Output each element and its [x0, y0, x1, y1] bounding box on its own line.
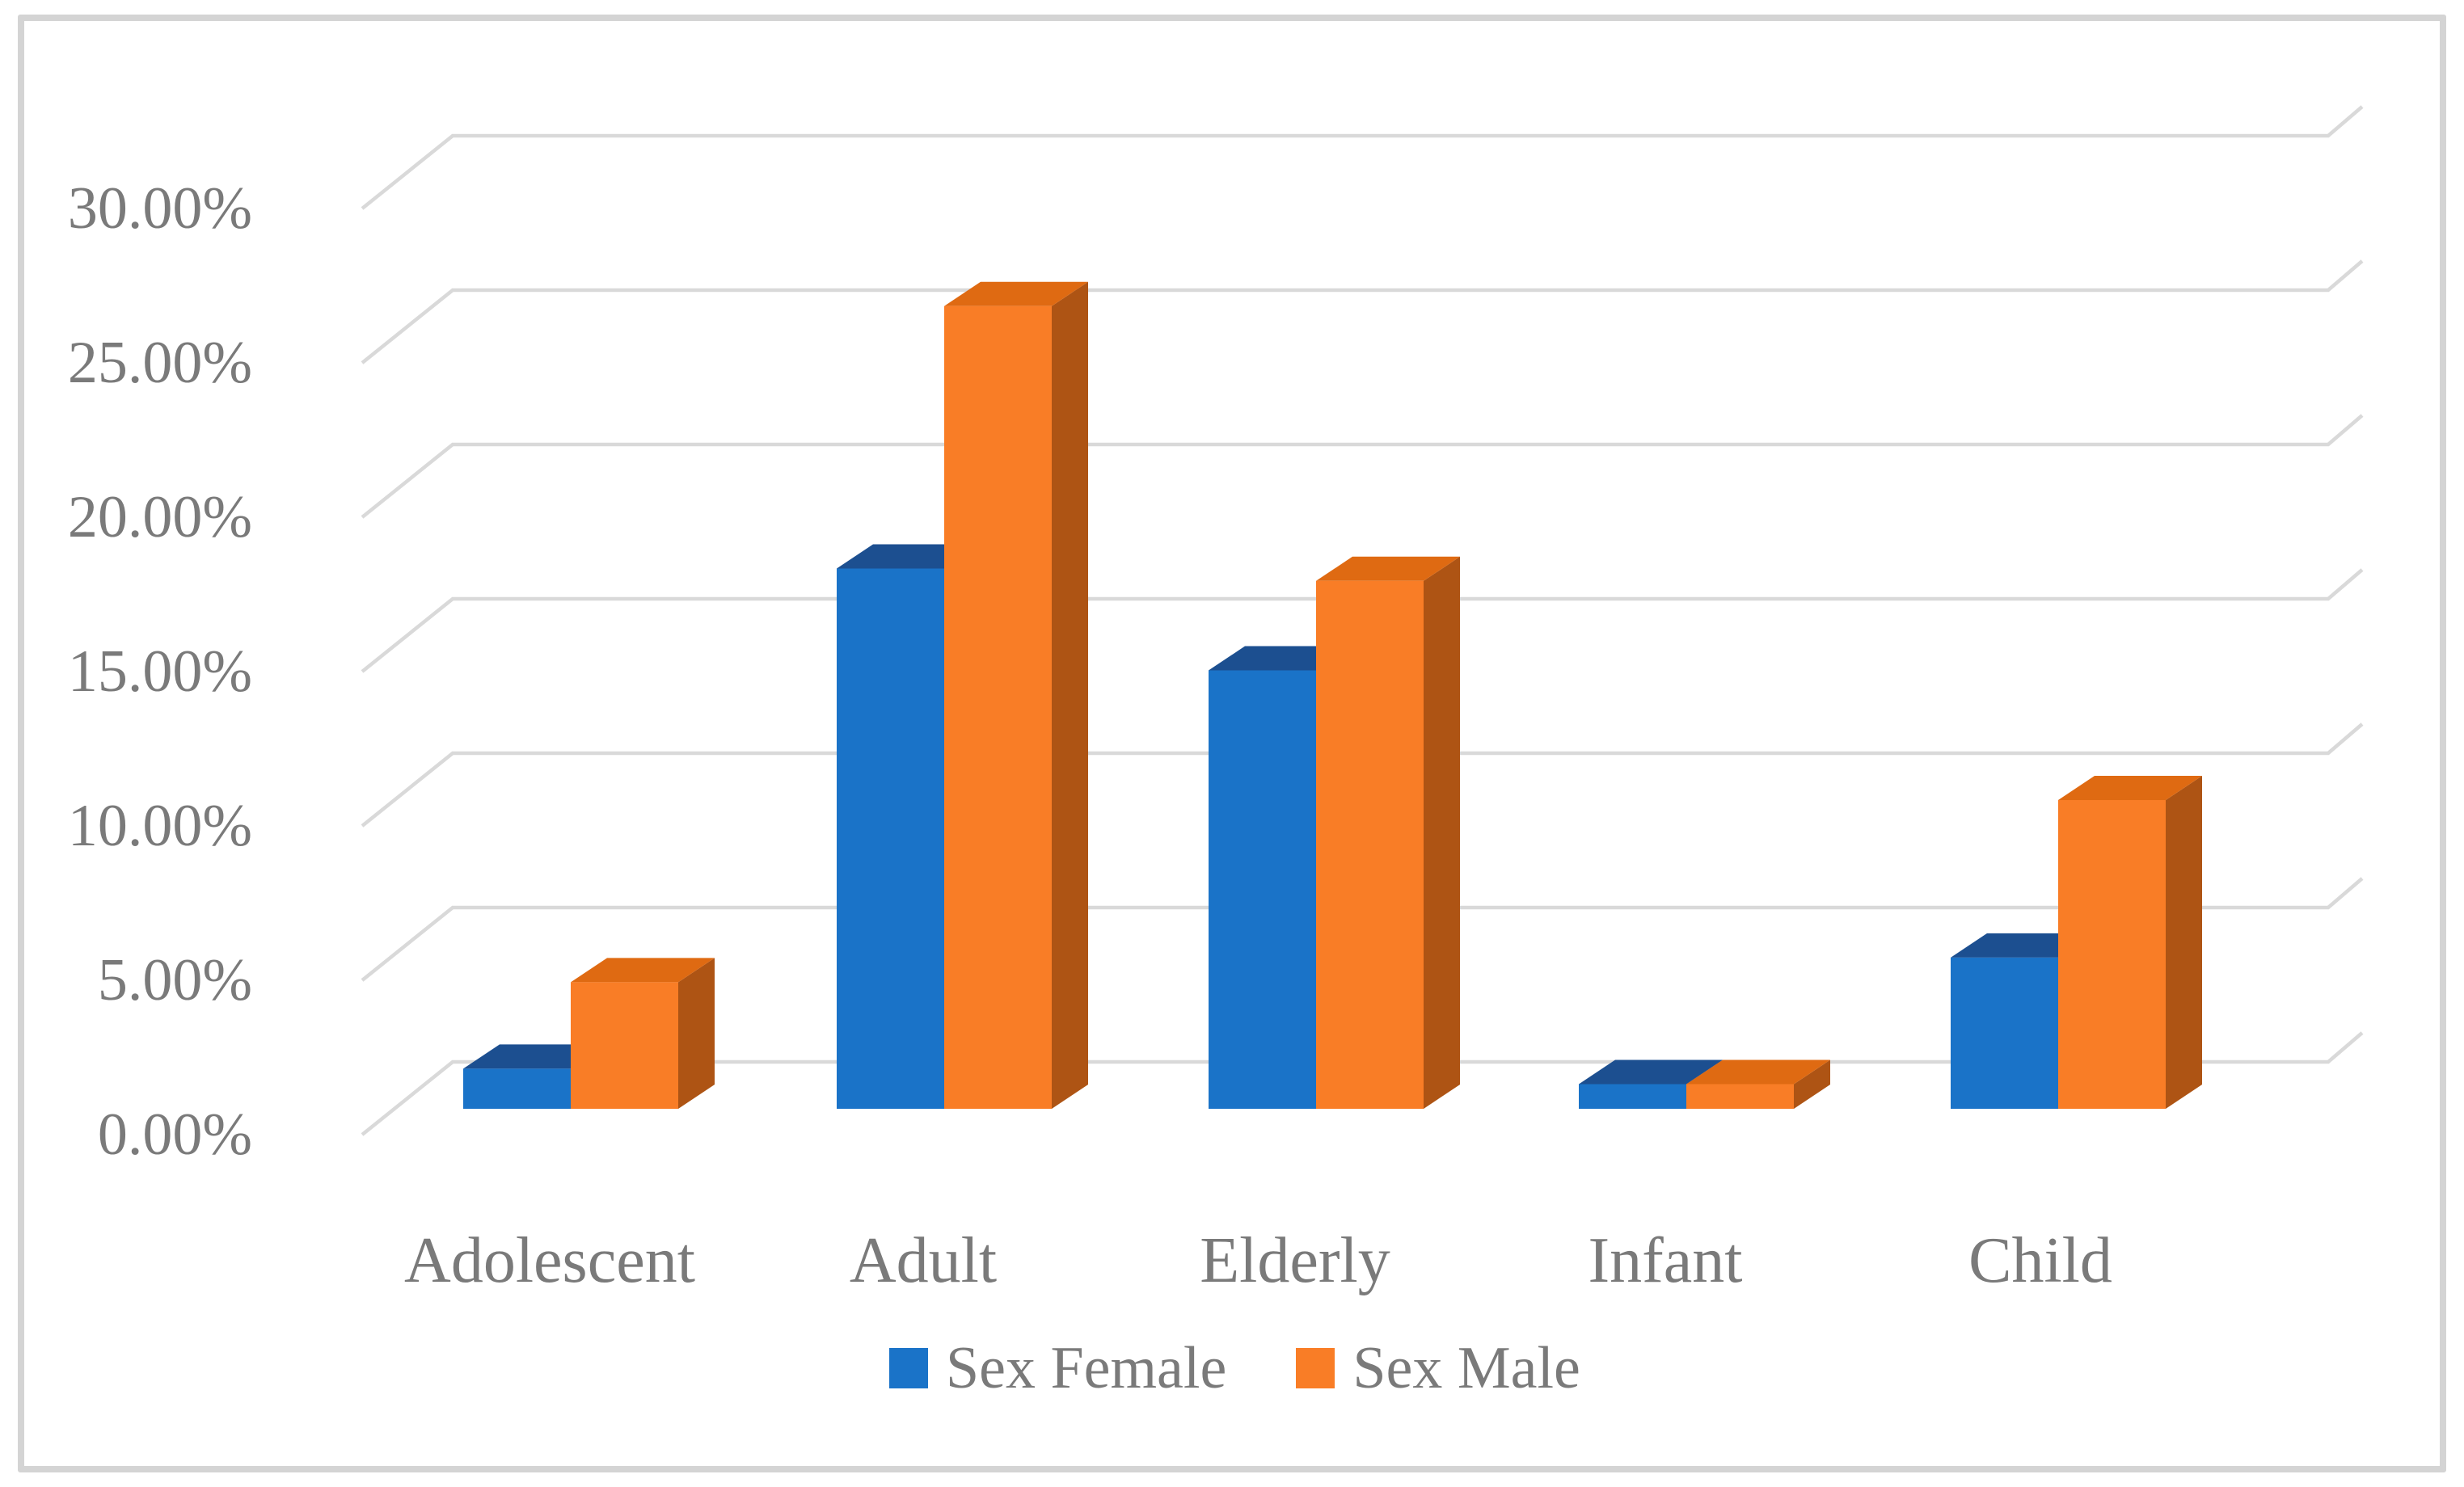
- bar-top-sex-male-adolescent: [571, 958, 715, 983]
- bar-sex-male-adolescent: [571, 982, 678, 1109]
- legend-swatch-sex-male: [1296, 1348, 1335, 1388]
- x-axis-label: Infant: [1588, 1225, 1743, 1296]
- y-tick-label: 25.00%: [67, 330, 252, 396]
- legend-label: Sex Male: [1352, 1335, 1580, 1401]
- gridline: [361, 259, 2364, 364]
- y-tick-label: 10.00%: [67, 793, 252, 859]
- legend-item: Sex Male: [1296, 1335, 1580, 1401]
- x-axis-label: Elderly: [1200, 1225, 1390, 1296]
- gridline: [361, 105, 2364, 210]
- bar-sex-female-infant: [1579, 1084, 1686, 1109]
- y-tick-label: 0.00%: [97, 1102, 252, 1168]
- bar-sex-male-adult: [944, 305, 1052, 1109]
- bar-sex-male-elderly: [1316, 580, 1424, 1109]
- bar-sex-male-child: [2058, 800, 2166, 1109]
- legend-swatch-sex-female: [889, 1348, 928, 1388]
- bar-side-sex-male-adult: [1052, 281, 1088, 1109]
- x-axis-label: Adolescent: [404, 1225, 695, 1296]
- bar-top-sex-female-infant: [1579, 1059, 1723, 1085]
- x-axis-label: Adult: [849, 1225, 998, 1296]
- y-tick-label: 15.00%: [67, 638, 252, 705]
- y-tick-label: 20.00%: [67, 484, 252, 550]
- bar-sex-male-infant: [1686, 1084, 1794, 1109]
- bar-side-sex-male-adolescent: [678, 958, 715, 1109]
- bar-top-sex-male-child: [2058, 776, 2202, 800]
- legend-label: Sex Female: [946, 1335, 1227, 1401]
- gridline: [361, 414, 2364, 519]
- bar-side-sex-male-elderly: [1424, 556, 1460, 1109]
- bar-sex-female-adult: [837, 568, 944, 1109]
- bar-sex-female-elderly: [1209, 670, 1316, 1109]
- x-axis-label: Child: [1968, 1225, 2112, 1296]
- bar-top-sex-male-infant: [1686, 1059, 1830, 1085]
- y-tick-label: 30.00%: [67, 175, 252, 242]
- bar-side-sex-male-child: [2166, 776, 2202, 1109]
- bar-sex-female-child: [1951, 957, 2058, 1109]
- legend: Sex Female Sex Male: [889, 1335, 1580, 1401]
- bar-side-sex-male-infant: [1794, 1059, 1830, 1109]
- y-tick-label: 5.00%: [97, 947, 252, 1013]
- bar-sex-female-adolescent: [463, 1068, 571, 1109]
- legend-item: Sex Female: [889, 1335, 1227, 1401]
- bar-top-sex-male-adult: [944, 281, 1088, 306]
- bar-top-sex-male-elderly: [1316, 556, 1460, 581]
